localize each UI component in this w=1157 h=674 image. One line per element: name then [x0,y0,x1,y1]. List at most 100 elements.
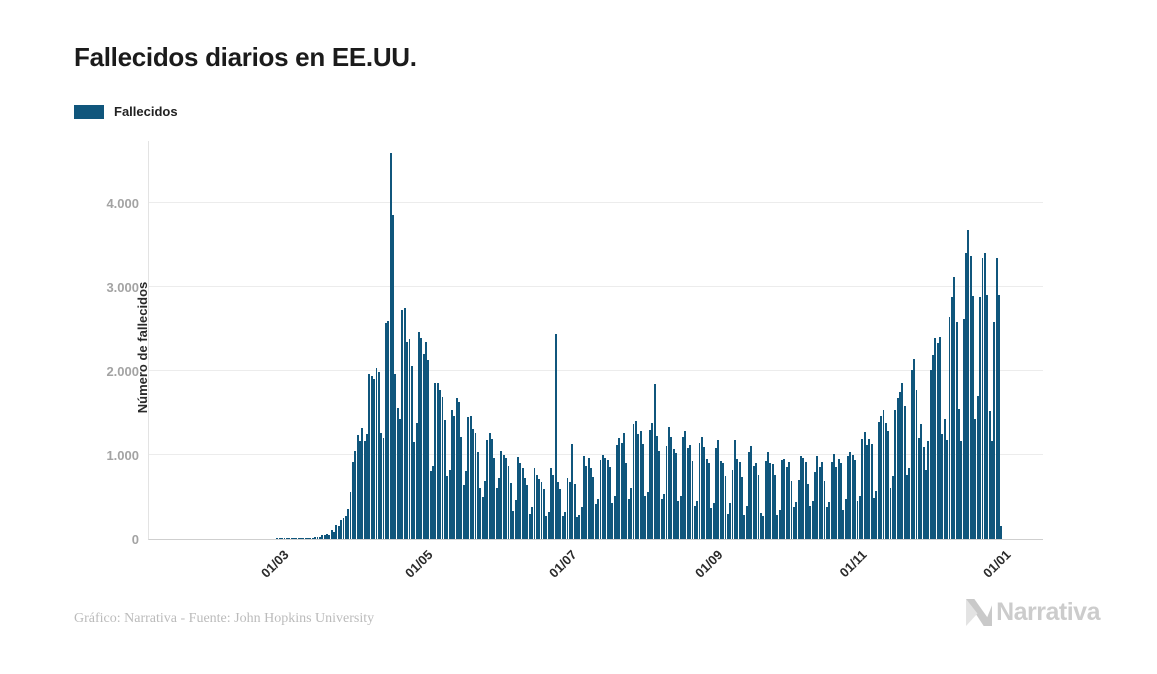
bar[interactable] [521,467,524,539]
bar[interactable] [693,506,696,539]
bar[interactable] [667,427,670,539]
bar[interactable] [705,459,708,539]
bar[interactable] [458,401,460,539]
bar[interactable] [828,502,831,539]
bar[interactable] [531,507,534,539]
bar[interactable] [318,537,321,539]
bar[interactable] [552,475,555,539]
bar[interactable] [566,477,569,539]
bar[interactable] [314,537,317,539]
bar[interactable] [363,441,366,539]
bar[interactable] [781,460,784,539]
bar[interactable] [825,507,828,539]
bar[interactable] [507,465,510,539]
bar[interactable] [302,538,305,539]
bar[interactable] [670,437,673,539]
bar[interactable] [587,458,590,539]
bar[interactable] [851,455,854,539]
bar[interactable] [880,416,883,539]
bar[interactable] [620,443,623,539]
bar[interactable] [311,538,314,539]
bar[interactable] [811,501,814,539]
bar[interactable] [540,481,543,539]
bar[interactable] [295,538,298,539]
bar[interactable] [658,450,661,539]
bar[interactable] [990,441,993,539]
bar[interactable] [955,321,958,539]
bar[interactable] [927,440,930,539]
bar[interactable] [660,498,663,539]
bar[interactable] [285,538,288,539]
bar[interactable] [455,397,458,539]
bar[interactable] [479,488,482,539]
bar[interactable] [832,454,835,539]
bar[interactable] [854,460,857,539]
bar[interactable] [297,538,300,539]
bar[interactable] [920,423,923,539]
bar[interactable] [986,294,989,539]
bar[interactable] [745,506,748,539]
bar[interactable] [526,485,529,539]
bar[interactable] [351,462,354,539]
bar[interactable] [585,465,588,539]
bar[interactable] [882,409,885,539]
bar[interactable] [950,297,953,539]
bar[interactable] [573,484,576,539]
bar[interactable] [755,463,758,539]
bar[interactable] [488,432,491,539]
bar[interactable] [998,294,1000,539]
bar[interactable] [276,538,279,539]
bar[interactable] [896,398,899,539]
bar[interactable] [981,257,984,539]
bar[interactable] [847,456,850,539]
bar[interactable] [962,318,965,539]
bar[interactable] [436,382,439,539]
bar[interactable] [870,443,873,539]
bar[interactable] [340,520,343,539]
bar[interactable] [554,334,557,539]
bar[interactable] [722,462,725,539]
bar[interactable] [759,512,762,539]
bar[interactable] [868,439,871,539]
bar[interactable] [415,422,418,539]
bar[interactable] [641,444,644,539]
bar[interactable] [965,252,967,539]
bar[interactable] [401,309,404,539]
bar[interactable] [580,507,583,539]
bar[interactable] [441,397,444,539]
bar[interactable] [387,321,390,539]
bar[interactable] [785,466,788,539]
bar[interactable] [498,477,501,539]
bar[interactable] [906,475,908,539]
bar[interactable] [663,493,666,539]
bar[interactable] [559,489,562,539]
bar[interactable] [684,431,687,539]
bar[interactable] [866,444,868,539]
bar[interactable] [802,457,805,539]
bar[interactable] [481,496,484,539]
bar[interactable] [771,464,774,539]
bar[interactable] [450,409,453,539]
bar[interactable] [875,491,878,539]
bar[interactable] [719,460,722,539]
bar[interactable] [439,390,442,539]
bar[interactable] [644,495,647,539]
bar[interactable] [913,358,916,539]
bar[interactable] [491,438,493,539]
bar[interactable] [542,489,545,539]
bar[interactable] [533,467,536,539]
bar[interactable] [413,442,416,539]
bar[interactable] [809,506,812,539]
bar[interactable] [394,374,397,539]
bar[interactable] [766,452,769,539]
bar[interactable] [509,482,512,539]
bar[interactable] [682,436,684,539]
bar[interactable] [316,537,319,539]
bar[interactable] [830,462,833,539]
bar[interactable] [774,475,776,539]
bar[interactable] [943,419,946,539]
bar[interactable] [748,452,750,539]
bar[interactable] [583,455,585,539]
bar[interactable] [700,436,703,539]
bar[interactable] [816,455,819,539]
